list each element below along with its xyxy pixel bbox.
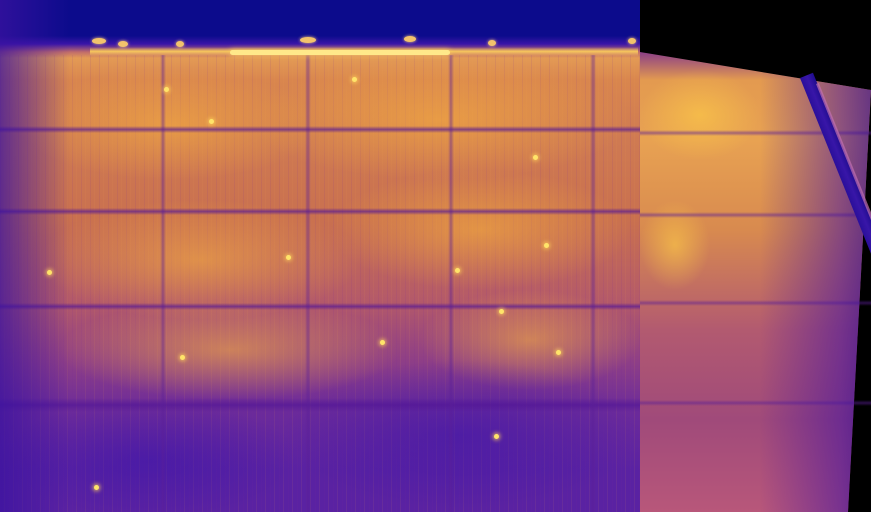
- left-edge-fade: [0, 0, 640, 512]
- rim-hot-segment: [230, 50, 450, 55]
- hotspot: [286, 255, 291, 260]
- rim-debris: [300, 37, 316, 43]
- hotspot: [164, 87, 169, 92]
- hotspot: [556, 350, 561, 355]
- hotspot: [47, 270, 52, 275]
- rim-debris: [176, 41, 184, 47]
- rim-debris: [118, 41, 128, 47]
- hotspot: [494, 434, 499, 439]
- thermal-frame-main: [0, 0, 640, 512]
- hotspot: [499, 309, 504, 314]
- thermal-frame-stitched: [640, 0, 871, 512]
- hotspot: [544, 243, 549, 248]
- rim-debris: [488, 40, 496, 46]
- hotspot: [209, 119, 214, 124]
- rim-debris: [92, 38, 106, 44]
- rim-debris: [404, 36, 416, 42]
- hotspot: [380, 340, 385, 345]
- hotspot: [455, 268, 460, 273]
- hotspot: [94, 485, 99, 490]
- hotspot: [533, 155, 538, 160]
- hotspot: [352, 77, 357, 82]
- rim-debris: [628, 38, 636, 44]
- panel-shadow: [640, 52, 871, 512]
- hotspot: [180, 355, 185, 360]
